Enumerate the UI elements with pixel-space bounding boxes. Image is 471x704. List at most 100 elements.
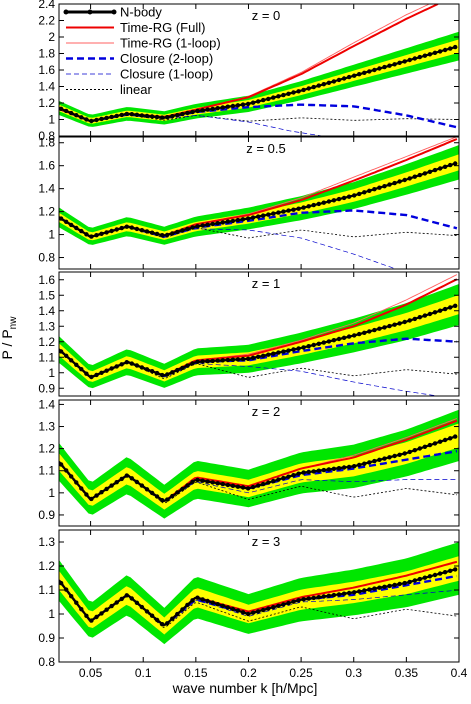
nbody-point	[387, 63, 392, 68]
nbody-point	[94, 372, 99, 378]
nbody-point	[306, 596, 311, 601]
nbody-point	[326, 199, 332, 204]
y-tick-label: 1.5	[38, 288, 55, 302]
nbody-point	[69, 358, 74, 363]
legend-label: Time-RG (Full)	[120, 20, 205, 35]
nbody-point	[417, 446, 422, 451]
nbody-point	[382, 456, 387, 461]
y-tick-label: 1.8	[38, 136, 55, 150]
nbody-point	[89, 618, 94, 623]
nbody-point	[402, 580, 407, 586]
nbody-point	[321, 200, 326, 205]
y-tick-label: 1.2	[38, 335, 55, 349]
x-axis-label: wave number k [h/Mpc]	[172, 680, 318, 696]
x-tick-label: 0.25	[289, 666, 313, 680]
nbody-point	[296, 89, 301, 94]
nbody-point	[286, 91, 291, 97]
nbody-point	[387, 182, 392, 187]
nbody-point	[271, 478, 276, 484]
nbody-point	[346, 334, 352, 339]
nbody-point	[235, 608, 241, 613]
nbody-point	[225, 104, 230, 109]
nbody-point	[301, 470, 306, 475]
nbody-point	[291, 90, 296, 95]
nbody-point	[240, 356, 246, 362]
nbody-point	[296, 206, 301, 211]
y-tick-label: 1.2	[38, 205, 55, 219]
nbody-point	[352, 193, 357, 198]
nbody-point	[165, 621, 170, 626]
nbody-point	[63, 353, 69, 358]
nbody-point	[160, 372, 165, 378]
y-tick-label: 1.6	[38, 159, 55, 173]
nbody-point	[346, 590, 352, 596]
nbody-point	[432, 310, 438, 315]
nbody-point	[387, 455, 392, 460]
nbody-point	[341, 195, 347, 201]
x-tick-label: 0.2	[240, 666, 257, 680]
nbody-point	[357, 462, 362, 468]
nbody-point	[422, 53, 428, 58]
nbody-point	[195, 108, 200, 114]
nbody-point	[114, 600, 119, 605]
nbody-point	[387, 323, 392, 329]
nbody-point	[200, 108, 205, 113]
nbody-point	[281, 92, 286, 98]
nbody-point	[357, 589, 362, 594]
nbody-point	[362, 330, 367, 335]
nbody-point	[180, 365, 185, 371]
nbody-point	[437, 166, 443, 171]
y-axis-label-main: P / P	[0, 329, 15, 359]
nbody-point	[427, 52, 433, 57]
nbody-point	[382, 584, 387, 589]
legend-marker	[87, 9, 93, 15]
panel-frame	[58, 136, 460, 270]
nbody-point	[240, 217, 246, 222]
nbody-point	[154, 114, 160, 120]
panel-5: 0.8 0.9 1 1.1 1.2 1.3 z = 3	[38, 529, 460, 669]
nbody-point	[94, 493, 99, 498]
nbody-point	[165, 372, 170, 377]
nbody-point	[286, 208, 291, 213]
nbody-point	[266, 352, 271, 357]
nbody-point	[392, 62, 397, 67]
nbody-point	[63, 108, 69, 114]
nbody-point	[79, 115, 84, 120]
nbody-point	[331, 198, 337, 203]
nbody-point	[352, 333, 357, 338]
nbody-point	[331, 79, 337, 84]
nbody-point	[104, 115, 109, 121]
nbody-point	[245, 356, 251, 361]
nbody-point	[230, 103, 236, 109]
y-tick-label: 1.6	[38, 63, 55, 77]
nbody-point	[195, 359, 200, 364]
nbody-point	[453, 44, 458, 50]
nbody-point	[134, 363, 140, 368]
nbody-point	[149, 613, 155, 618]
nbody-point	[362, 461, 367, 466]
nbody-point	[276, 477, 281, 482]
nbody-point	[427, 311, 433, 317]
nbody-point	[453, 434, 458, 439]
nbody-point	[341, 76, 347, 81]
nbody-point	[286, 348, 291, 353]
nbody-point	[250, 215, 256, 220]
nbody-point	[250, 100, 256, 105]
y-tick-label: 0.9	[38, 381, 55, 395]
nbody-point	[437, 439, 443, 444]
x-tick-label: 0.35	[395, 666, 419, 680]
y-tick-label: 1.1	[38, 464, 55, 478]
nbody-point	[311, 595, 316, 601]
nbody-point	[149, 490, 155, 496]
nbody-point	[407, 176, 412, 181]
nbody-point	[104, 607, 109, 612]
nbody-point	[442, 437, 448, 443]
legend-label: Closure (1-loop)	[120, 67, 213, 82]
nbody-point	[165, 115, 170, 120]
nbody-point	[256, 483, 261, 488]
nbody-point	[326, 467, 332, 472]
nbody-point	[372, 187, 377, 192]
nbody-point	[397, 581, 402, 587]
nbody-point	[240, 610, 246, 615]
y-tick-label: 2.2	[38, 14, 55, 28]
